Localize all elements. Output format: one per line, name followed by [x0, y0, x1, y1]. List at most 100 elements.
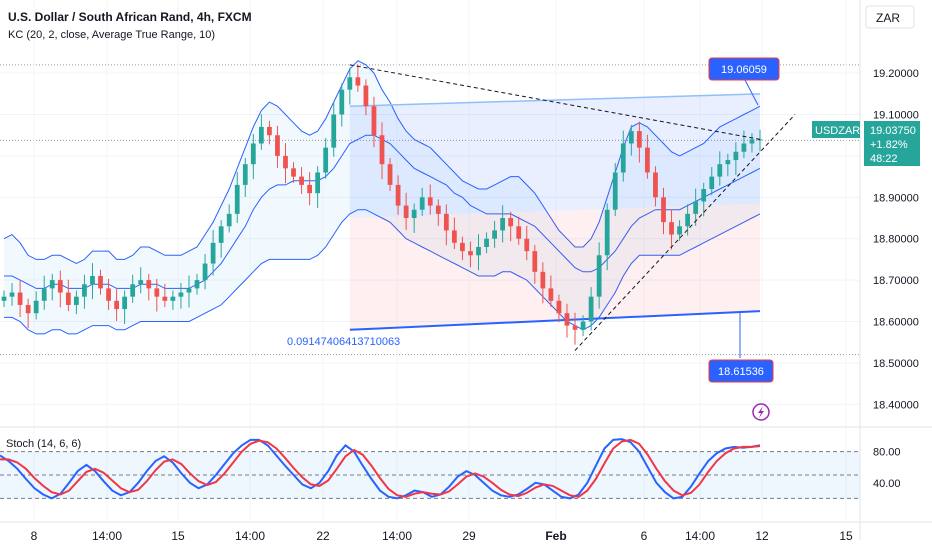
support-trendline: [574, 114, 796, 351]
time-tick-label: 29: [462, 529, 476, 543]
candle-body: [596, 255, 602, 297]
candle-body: [636, 131, 642, 148]
candle-body: [532, 251, 538, 272]
currency-label: ZAR: [876, 11, 900, 25]
candle-body: [653, 172, 658, 198]
keltner-upper: [3, 60, 761, 265]
candle-body: [757, 139, 763, 141]
candle-body: [49, 280, 55, 289]
time-tick-label: 15: [171, 529, 185, 543]
candle-body: [25, 304, 31, 314]
symbol-badge: [812, 121, 860, 138]
time-tick-label: Feb: [545, 529, 566, 543]
candle-body: [98, 275, 103, 289]
time-tick-label: 22: [316, 529, 330, 543]
candle-body: [154, 288, 160, 297]
price-tick-label: 18.80000: [873, 234, 919, 246]
price-tick-label: 18.60000: [873, 317, 919, 329]
candle-body: [146, 280, 152, 289]
candle-body: [524, 238, 530, 252]
time-tick-label: 8: [31, 529, 38, 543]
candle-body: [411, 209, 417, 219]
candle-body: [114, 300, 119, 310]
candle-body: [122, 296, 128, 310]
candle-body: [580, 321, 586, 330]
candle-body: [701, 189, 707, 202]
candle-body: [1, 296, 7, 301]
candle-body: [226, 213, 232, 227]
candle-body: [9, 292, 15, 297]
candle-body: [371, 106, 377, 136]
candle-body: [379, 135, 385, 165]
candle-body: [693, 201, 699, 214]
candle-body: [283, 155, 288, 169]
range-value-label: 0.09147406413710063: [287, 336, 400, 348]
price-tick-label: 18.40000: [873, 399, 919, 411]
candle-body: [17, 292, 23, 305]
candle-body: [202, 263, 208, 281]
candle-body: [620, 143, 626, 173]
candle-body: [508, 218, 514, 227]
candle-body: [588, 296, 594, 322]
upper-callout[interactable]: [708, 57, 780, 81]
candle-body: [427, 197, 433, 206]
channel-upper-line: [349, 93, 761, 107]
currency-button[interactable]: [865, 5, 915, 29]
candle-body: [443, 213, 449, 231]
candle-body: [73, 296, 79, 305]
candle-body: [291, 168, 296, 177]
time-tick-label: 15: [839, 529, 853, 543]
candle-body: [258, 126, 264, 144]
candle-body: [299, 176, 304, 185]
candle-body: [106, 288, 111, 301]
time-tick-label: 6: [641, 529, 648, 543]
upper-callout-value: 19.06059: [721, 64, 767, 76]
symbol-label: USDZAR: [815, 125, 860, 137]
candle-body: [419, 197, 425, 210]
candle-body: [669, 222, 674, 235]
candle-body: [685, 213, 691, 227]
candle-body: [451, 230, 457, 243]
candle-body: [250, 143, 256, 165]
candle-body: [604, 209, 610, 256]
keltner-lower: [4, 209, 761, 335]
price-tick-label: 19.20000: [873, 68, 919, 80]
indicator-label: KC (20, 2, close, Average True Range, 10…: [8, 29, 215, 41]
candle-body: [307, 184, 313, 194]
candle-body: [323, 147, 329, 173]
price-tick-label: 18.90000: [873, 192, 919, 204]
last-price: 19.03750: [870, 125, 916, 137]
candle-body: [82, 284, 87, 297]
candle-body: [564, 313, 570, 326]
candle-body: [363, 85, 369, 107]
candle-body: [677, 226, 682, 235]
lower-callout-value: 18.61536: [718, 366, 764, 378]
channel-upper-zone: [349, 93, 760, 219]
candle-body: [33, 300, 39, 314]
candle-body: [275, 135, 280, 156]
candle-body: [130, 284, 136, 297]
candle-body: [645, 147, 650, 173]
candle-body: [194, 280, 200, 289]
candle-body: [162, 296, 168, 301]
candle-body: [331, 114, 337, 148]
candle-body: [741, 143, 747, 152]
candle-body: [460, 242, 465, 252]
price-tick-label: 18.70000: [873, 275, 919, 287]
candle-body: [435, 205, 441, 214]
time-tick-label: 14:00: [92, 529, 122, 543]
candle-body: [661, 197, 666, 223]
candle-body: [267, 126, 272, 136]
lower-callout[interactable]: [708, 359, 774, 383]
chart-title: U.S. Dollar / South African Rand, 4h, FX…: [8, 10, 252, 24]
bar-countdown: 48:22: [870, 153, 898, 165]
time-tick-label: 14:00: [382, 529, 412, 543]
candle-body: [339, 89, 345, 115]
candle-body: [476, 246, 481, 256]
candle-body: [468, 251, 473, 256]
stoch-d-line: [0, 438, 761, 498]
candle-body: [612, 172, 618, 210]
candle-body: [315, 172, 321, 194]
